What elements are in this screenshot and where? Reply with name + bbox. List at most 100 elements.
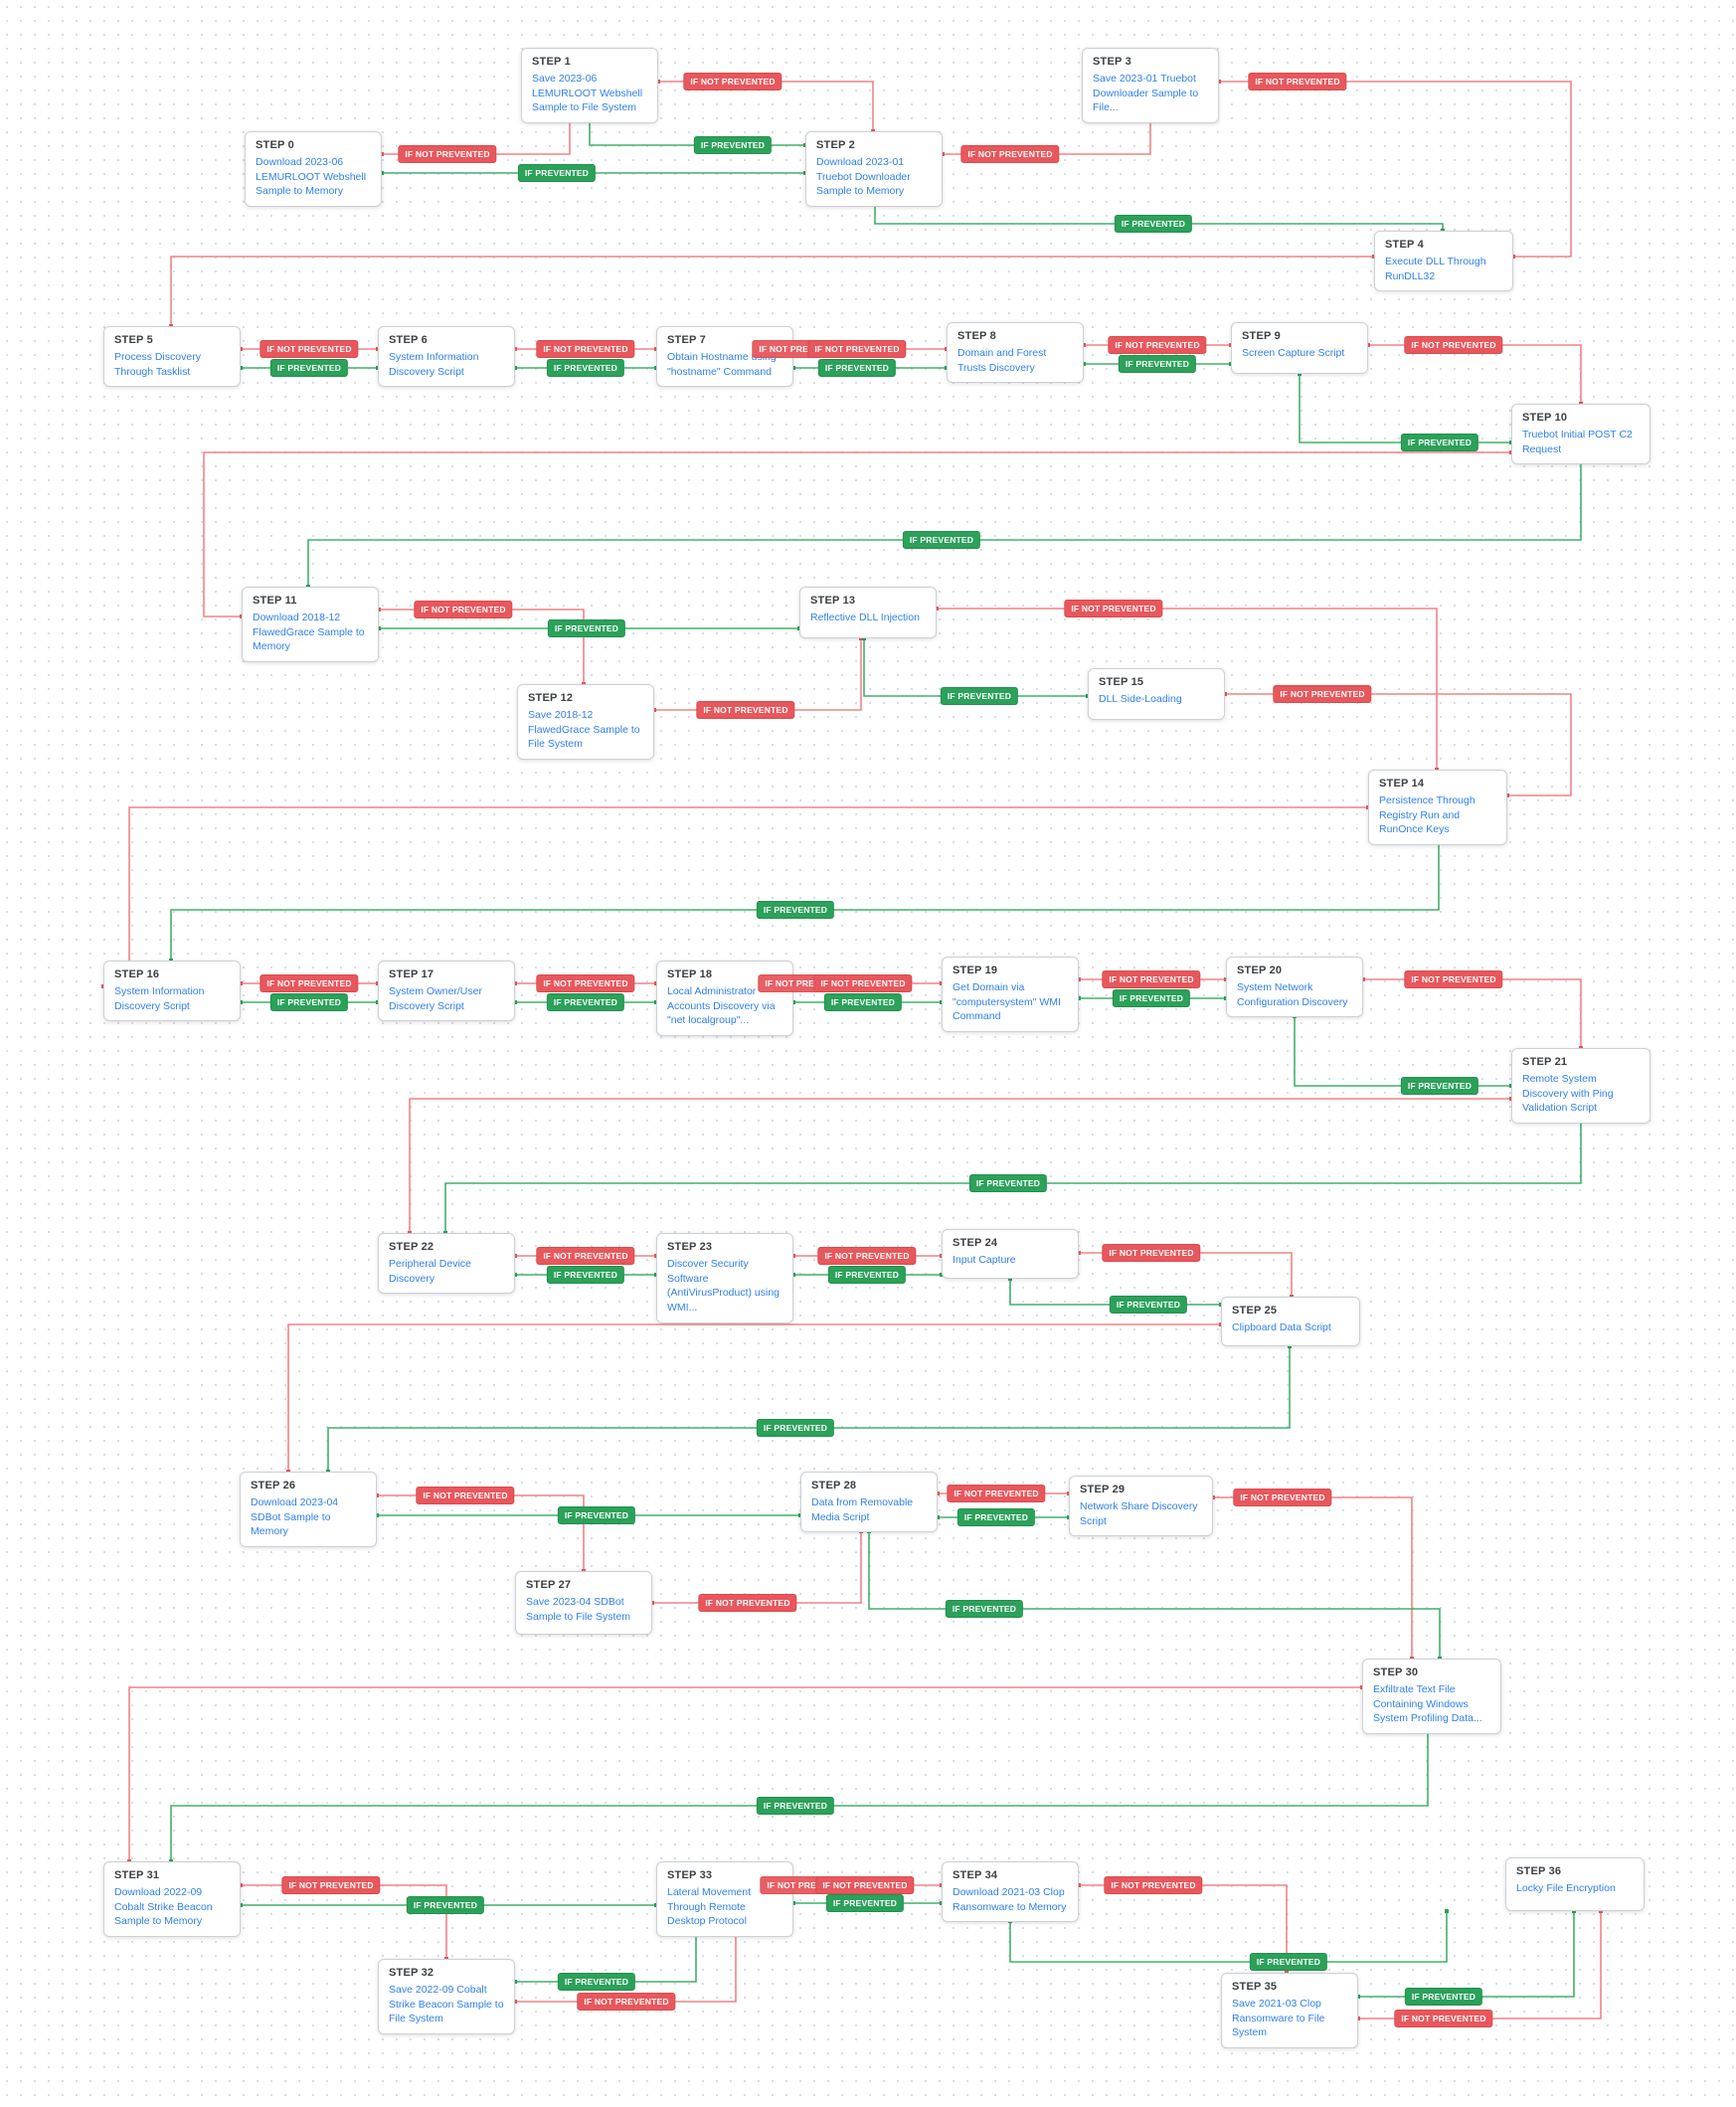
step-node-15[interactable]: STEP 15 DLL Side-Loading xyxy=(1088,668,1225,720)
step-description: Lateral Movement Through Remote Desktop … xyxy=(667,1886,752,1928)
step-node-18[interactable]: STEP 18 Local Administrator Accounts Disc… xyxy=(656,961,793,1037)
edge-label-chip: IF NOT PREVENTED xyxy=(1248,73,1347,90)
edge-anchor-dot xyxy=(513,347,517,351)
step-title: STEP 2 xyxy=(816,139,855,151)
step-node-19[interactable]: STEP 19 Get Domain via "computersystem" W… xyxy=(942,957,1079,1033)
step-description: Get Domain via "computersystem" WMI Comm… xyxy=(953,981,1061,1023)
step-description: Clipboard Data Script xyxy=(1232,1321,1331,1333)
step-node-32[interactable]: STEP 32 Save 2022-09 Cobalt Strike Beacon… xyxy=(378,1959,515,2035)
step-title: STEP 34 xyxy=(953,1869,998,1881)
step-node-5[interactable]: STEP 5 Process Discovery Through Tasklist xyxy=(103,326,241,388)
step-node-1[interactable]: STEP 1 Save 2023-06 LEMURLOOT Webshell Sa… xyxy=(521,48,658,124)
step-node-3[interactable]: STEP 3 Save 2023-01 Truebot Downloader Sa… xyxy=(1082,48,1219,124)
edge-label-chip: IF PREVENTED xyxy=(1118,355,1197,373)
edge-label-chip: IF PREVENTED xyxy=(269,993,349,1011)
edge-anchor-dot xyxy=(1298,372,1302,376)
edge-anchor-dot xyxy=(862,636,866,640)
edge-anchor-dot xyxy=(375,1493,379,1497)
step-description: Reflective DLL Injection xyxy=(810,612,920,623)
step-node-0[interactable]: STEP 0 Download 2023-06 LEMURLOOT Webshel… xyxy=(245,131,382,208)
step-title: STEP 16 xyxy=(114,968,160,980)
step-node-9[interactable]: STEP 9 Screen Capture Script xyxy=(1231,322,1368,374)
edge-anchor-dot xyxy=(1288,1344,1292,1348)
step-node-20[interactable]: STEP 20 System Network Configuration Disc… xyxy=(1226,957,1363,1018)
edge-anchor-dot xyxy=(791,1273,795,1277)
edge-label-chip: IF PREVENTED xyxy=(1400,434,1479,451)
step-node-36[interactable]: STEP 36 Locky File Encryption xyxy=(1505,1857,1645,1911)
edge-anchor-dot xyxy=(377,626,381,630)
edge-anchor-dot xyxy=(1077,996,1081,1000)
edge-anchor-dot xyxy=(1572,1909,1576,1913)
edge-anchor-dot xyxy=(935,607,939,611)
step-node-12[interactable]: STEP 12 Save 2018-12 FlawedGrace Sample t… xyxy=(517,684,654,761)
step-title: STEP 21 xyxy=(1522,1056,1568,1068)
step-node-34[interactable]: STEP 34 Download 2021-03 Clop Ransomware … xyxy=(942,1861,1079,1923)
step-title: STEP 5 xyxy=(114,334,153,346)
step-node-24[interactable]: STEP 24 Input Capture xyxy=(942,1229,1079,1279)
edge-label-chip: IF NOT PREVENTED xyxy=(960,145,1060,163)
step-description: Save 2018-12 FlawedGrace Sample to File … xyxy=(528,709,640,751)
edge-anchor-dot xyxy=(377,608,381,612)
edge-anchor-dot xyxy=(1077,1251,1081,1255)
edge-label-chip: IF NOT PREVENTED xyxy=(577,1993,676,2011)
step-node-31[interactable]: STEP 31 Download 2022-09 Cobalt Strike Be… xyxy=(103,1861,241,1938)
step-description: Persistence Through Registry Run and Run… xyxy=(1379,794,1476,836)
step-node-28[interactable]: STEP 28 Data from Removable Media Script xyxy=(800,1472,938,1533)
edge-unlabeled-27 xyxy=(103,806,1368,987)
edge-label-chip: IF NOT PREVENTED xyxy=(1404,970,1503,988)
step-node-27[interactable]: STEP 27 Save 2023-04 SDBot Sample to File… xyxy=(515,1571,652,1635)
step-node-11[interactable]: STEP 11 Download 2018-12 FlawedGrace Samp… xyxy=(242,587,379,663)
edge-anchor-dot xyxy=(513,1273,517,1277)
edge-anchor-dot xyxy=(1356,1995,1360,1999)
step-node-25[interactable]: STEP 25 Clipboard Data Script xyxy=(1221,1297,1360,1346)
edge-anchor-dot xyxy=(1511,255,1515,259)
step-node-22[interactable]: STEP 22 Peripheral Device Discovery xyxy=(378,1233,515,1295)
step-description: Download 2023-06 LEMURLOOT Webshell Samp… xyxy=(256,156,367,198)
edge-label-chip: IF PREVENTED xyxy=(547,619,626,637)
step-node-13[interactable]: STEP 13 Reflective DLL Injection xyxy=(799,587,937,638)
step-description: Remote System Discovery with Ping Valida… xyxy=(1522,1073,1614,1115)
edge-anchor-dot xyxy=(1077,1883,1081,1887)
edge-anchor-dot xyxy=(1211,1495,1215,1499)
step-node-4[interactable]: STEP 4 Execute DLL Through RunDLL32 xyxy=(1374,231,1513,292)
step-node-17[interactable]: STEP 17 System Owner/User Discovery Scrip… xyxy=(378,961,515,1022)
step-description: Save 2023-06 LEMURLOOT Webshell Sample t… xyxy=(532,73,643,114)
edge-anchor-dot xyxy=(791,1000,795,1004)
edge-label-chip: IF PREVENTED xyxy=(693,136,773,154)
step-node-10[interactable]: STEP 10 Truebot Initial POST C2 Request xyxy=(1511,404,1650,465)
step-node-16[interactable]: STEP 16 System Information Discovery Scri… xyxy=(103,961,241,1022)
edge-anchor-dot xyxy=(1505,793,1509,797)
edge-anchor-dot xyxy=(859,636,863,640)
edge-anchor-dot xyxy=(936,1515,940,1519)
edge-if-not-prevented-36 xyxy=(1363,978,1582,1048)
edge-label-chip: IF NOT PREVENTED xyxy=(398,145,497,163)
step-description: System Network Configuration Discovery xyxy=(1237,981,1348,1008)
step-node-23[interactable]: STEP 23 Discover Security Software (AntiV… xyxy=(656,1233,793,1323)
step-node-26[interactable]: STEP 26 Download 2023-04 SDBot Sample to … xyxy=(240,1472,377,1548)
step-node-6[interactable]: STEP 6 System Information Discovery Scrip… xyxy=(378,326,515,388)
step-node-35[interactable]: STEP 35 Save 2021-03 Clop Ransomware to F… xyxy=(1221,1973,1358,2049)
step-description: Screen Capture Script xyxy=(1242,347,1345,359)
edge-label-chip: IF NOT PREVENTED xyxy=(260,974,359,992)
step-node-29[interactable]: STEP 29 Network Share Discovery Script xyxy=(1069,1476,1213,1537)
step-node-14[interactable]: STEP 14 Persistence Through Registry Run … xyxy=(1368,770,1507,846)
edge-anchor-dot xyxy=(791,1901,795,1905)
step-node-33[interactable]: STEP 33 Lateral Movement Through Remote D… xyxy=(656,1861,793,1938)
step-node-2[interactable]: STEP 2 Download 2023-01 Truebot Downloade… xyxy=(805,131,943,208)
step-description: Process Discovery Through Tasklist xyxy=(114,351,201,378)
step-description: Download 2023-01 Truebot Downloader Samp… xyxy=(816,156,911,198)
step-node-8[interactable]: STEP 8 Domain and Forest Trusts Discovery xyxy=(947,322,1084,384)
step-title: STEP 29 xyxy=(1080,1484,1126,1495)
step-title: STEP 32 xyxy=(389,1967,434,1979)
edge-label-chip: IF PREVENTED xyxy=(968,1174,1048,1192)
step-description: System Information Discovery Script xyxy=(114,985,205,1012)
step-node-21[interactable]: STEP 21 Remote System Discovery with Ping… xyxy=(1511,1048,1650,1125)
step-node-30[interactable]: STEP 30 Exfiltrate Text File Containing W… xyxy=(1362,1659,1501,1735)
step-description: Download 2022-09 Cobalt Strike Beacon Sa… xyxy=(114,1886,213,1928)
edge-if-prevented-56 xyxy=(170,1718,1429,1861)
edge-label-chip: IF NOT PREVENTED xyxy=(815,1876,915,1894)
edge-label-chip: IF PREVENTED xyxy=(940,687,1019,705)
step-title: STEP 36 xyxy=(1516,1865,1562,1877)
edge-label-chip: IF NOT PREVENTED xyxy=(1064,600,1163,617)
